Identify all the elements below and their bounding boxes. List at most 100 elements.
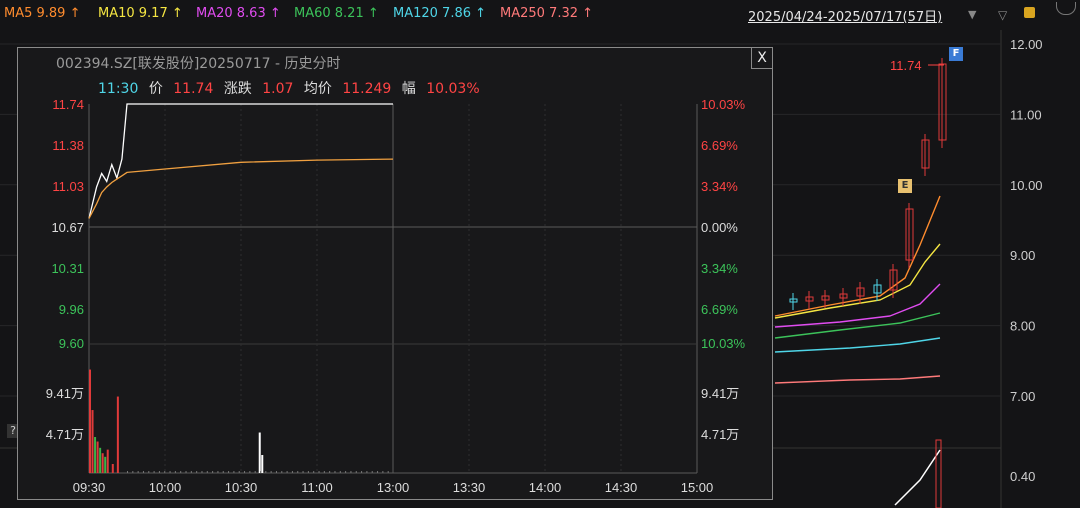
close-button[interactable]: X	[751, 48, 772, 69]
volume-tick	[212, 471, 214, 473]
price-axis-label: 11.00	[1010, 107, 1042, 122]
info-time: 11:30	[98, 81, 139, 97]
volume-bar-3	[96, 441, 99, 473]
volume-tick	[329, 471, 331, 473]
time-axis-label: 15:00	[681, 480, 714, 495]
volume-axis-label: 0.40	[1010, 469, 1035, 484]
left-volume-label: 9.41万	[46, 386, 84, 401]
volume-tick	[270, 471, 272, 473]
volume-tick	[291, 471, 293, 473]
volume-tick	[142, 471, 144, 473]
left-price-label: 11.38	[52, 138, 84, 153]
candle-body-3	[839, 293, 848, 299]
volume-bar-7	[106, 449, 109, 473]
price-axis-label: 10.00	[1010, 178, 1043, 193]
volume-tick	[132, 471, 134, 473]
volume-tick	[228, 471, 230, 473]
intraday-popup: 11.74 11.38 11.03 10.67 10.31 9.96 9.60 10.03% 6…	[17, 47, 773, 500]
volume-tick	[371, 471, 373, 473]
volume-tick	[387, 471, 389, 473]
right-pct-label: 10.03%	[701, 97, 746, 112]
volume-bar-8	[111, 464, 114, 473]
right-pct-label: 6.69%	[701, 302, 738, 317]
intraday-series-0	[88, 103, 393, 219]
info-change-label: 涨跌	[223, 81, 252, 97]
date-range-selector[interactable]: 2025/04/24-2025/07/17(57日)	[748, 10, 943, 25]
volume-tick	[334, 471, 336, 473]
time-axis-label: 14:30	[605, 480, 638, 495]
ma120-label: MA120 7.86 ↑	[393, 6, 487, 21]
info-avg: 11.249	[342, 81, 392, 97]
time-axis-label: 13:30	[453, 480, 486, 495]
left-price-label: 9.60	[59, 336, 84, 351]
right-volume-label: 4.71万	[701, 427, 739, 442]
right-pct-label: 3.34%	[701, 261, 738, 276]
price-axis-label: 9.00	[1010, 248, 1035, 263]
volume-tick	[137, 471, 139, 473]
ma20-label: MA20 8.63 ↑	[196, 6, 281, 21]
volume-tick	[164, 471, 166, 473]
crosshair-info-row: 11:30 价 11.74 涨跌 1.07 均价 11.249 幅 10.03%	[98, 78, 486, 98]
candle-body-9	[938, 63, 947, 141]
left-price-label: 10.31	[51, 261, 84, 276]
volume-tick	[361, 471, 363, 473]
volume-tick	[313, 471, 315, 473]
volume-tick	[302, 471, 304, 473]
volume-tick	[153, 471, 155, 473]
lock-icon[interactable]	[1024, 7, 1035, 18]
ma250-label: MA250 7.32 ↑	[500, 6, 594, 21]
volume-tick	[345, 471, 347, 473]
volume-tick	[307, 471, 309, 473]
info-change: 1.07	[262, 81, 294, 97]
volume-tick	[169, 471, 171, 473]
ma-curve-2	[774, 312, 941, 339]
volume-tick	[180, 471, 182, 473]
volume-tick	[190, 471, 192, 473]
triangle-collapse-icon[interactable]: ▽	[998, 8, 1008, 22]
volume-bar-6	[104, 456, 107, 473]
volume-tick	[222, 471, 224, 473]
candle-body-2	[821, 295, 830, 301]
volume-tick	[206, 471, 208, 473]
volume-tick	[355, 471, 357, 473]
volume-bar-11	[261, 455, 264, 473]
right-pct-label: 0.00%	[701, 220, 738, 235]
volume-tick	[217, 471, 219, 473]
range-dropdown-icon[interactable]: ▼	[968, 8, 977, 21]
volume-tick	[339, 471, 341, 473]
left-price-label: 9.96	[59, 302, 84, 317]
ma-curve-3	[774, 283, 941, 328]
e-marker-badge[interactable]: E	[898, 179, 912, 193]
circle-icon[interactable]	[1056, 2, 1076, 15]
right-volume-label: 9.41万	[701, 386, 739, 401]
time-axis-label: 10:30	[225, 480, 258, 495]
volume-tick	[244, 471, 246, 473]
ma-curve-1	[774, 337, 941, 353]
info-price-label: 价	[148, 81, 163, 97]
info-avg-label: 均价	[303, 81, 332, 97]
left-price-label: 11.03	[52, 179, 84, 194]
f-marker-badge[interactable]: F	[949, 47, 963, 61]
volume-line	[894, 449, 941, 506]
volume-tick	[185, 471, 187, 473]
left-price-label: 11.74	[52, 97, 84, 112]
candle-body-4	[856, 287, 865, 297]
info-price: 11.74	[173, 81, 214, 97]
time-axis-label: 13:00	[377, 480, 410, 495]
volume-tick	[318, 471, 320, 473]
volume-bar-10	[258, 432, 261, 473]
time-axis-label: 11:00	[301, 480, 333, 495]
candle-body-0	[789, 298, 798, 303]
volume-tick	[281, 471, 283, 473]
right-pct-label: 3.34%	[701, 179, 738, 194]
volume-tick	[265, 471, 267, 473]
volume-tick	[260, 471, 261, 473]
volume-tick	[249, 471, 251, 473]
left-price-label: 10.67	[51, 220, 84, 235]
time-axis-label: 09:30	[73, 480, 106, 495]
help-icon[interactable]: ?	[7, 424, 19, 438]
price-axis-label: 7.00	[1010, 389, 1035, 404]
volume-tick	[350, 471, 352, 473]
volume-tick	[174, 471, 176, 473]
ma5-label: MA5 9.89 ↑	[4, 6, 81, 21]
